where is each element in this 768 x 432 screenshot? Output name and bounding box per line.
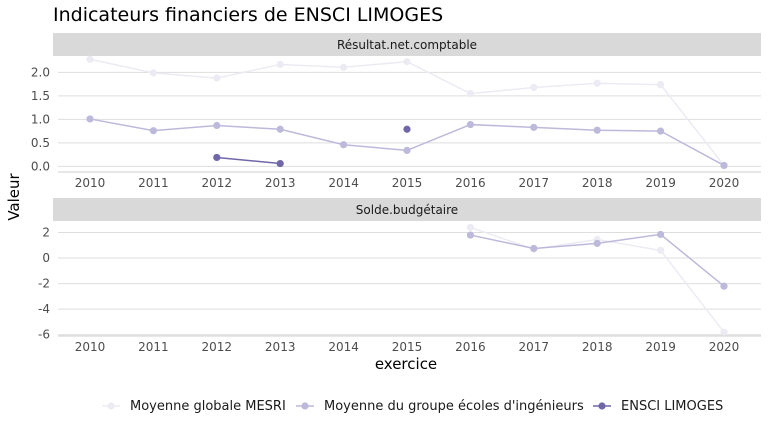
- x-tick-label: 2019: [645, 340, 676, 354]
- legend-label: Moyenne du groupe écoles d'ingénieurs: [324, 399, 584, 414]
- data-point-moyenne-du-groupe-ecoles-d-ingenieurs: [466, 231, 474, 239]
- y-tick-label: 0.0: [31, 159, 50, 173]
- y-tick-label: -2: [38, 277, 50, 291]
- legend-swatch-point: [107, 402, 115, 410]
- y-tick-label: 2: [42, 226, 50, 240]
- x-tick-label: 2016: [455, 176, 486, 190]
- legend-swatch-point: [301, 402, 309, 410]
- panel-2-strip-label: Solde.budgétaire: [356, 203, 458, 217]
- data-point-moyenne-globale-mesri: [657, 246, 665, 254]
- x-tick-label: 2014: [328, 340, 359, 354]
- data-point-moyenne-du-groupe-ecoles-d-ingenieurs: [593, 126, 601, 134]
- panel-1-strip: [53, 33, 761, 56]
- data-point-moyenne-du-groupe-ecoles-d-ingenieurs: [720, 161, 728, 170]
- data-point-moyenne-globale-mesri: [466, 223, 474, 231]
- x-tick-label: 2020: [709, 176, 740, 190]
- x-tick-label: 2010: [75, 340, 106, 354]
- panel-1-x-tick-labels: 2010 2011 2012 2013 2014 2015 2016 2017 2018 2019…: [75, 176, 740, 190]
- data-point-moyenne-du-groupe-ecoles-d-ingenieurs: [466, 120, 474, 129]
- legend-item-moyenne-du-groupe-ecoles-d-ingenieurs: Moyenne du groupe écoles d'ingénieurs: [296, 399, 584, 414]
- x-tick-label: 2013: [265, 340, 296, 354]
- legend-swatch-point: [598, 402, 606, 410]
- y-tick-label: 0.5: [31, 136, 50, 150]
- x-tick-label: 2015: [392, 340, 423, 354]
- x-tick-label: 2014: [328, 176, 359, 190]
- x-axis-title: exercice: [375, 355, 437, 373]
- panel-1-strip-label: Résultat.net.comptable: [337, 38, 477, 52]
- data-point-moyenne-globale-mesri: [149, 69, 157, 77]
- data-point-moyenne-globale-mesri: [530, 83, 538, 92]
- data-point-moyenne-du-groupe-ecoles-d-ingenieurs: [403, 146, 411, 154]
- x-tick-label: 2018: [582, 340, 613, 354]
- data-point-moyenne-globale-mesri: [86, 55, 94, 63]
- panel-1-marks: [86, 55, 728, 170]
- data-point-moyenne-globale-mesri: [466, 89, 474, 98]
- panel-2-x-tick-labels: 2010 2011 2012 2013 2014 2015 2016 2017 2018 2019…: [75, 340, 740, 354]
- panel-1: Résultat.net.comptable 0.0 0.5 1.0 1.5 2.0 2…: [31, 33, 761, 190]
- x-tick-label: 2015: [392, 176, 423, 190]
- data-point-moyenne-du-groupe-ecoles-d-ingenieurs: [530, 123, 538, 131]
- x-tick-label: 2017: [519, 176, 550, 190]
- y-tick-label: 0: [42, 251, 50, 265]
- data-point-ensci-limoges: [276, 159, 284, 168]
- x-tick-label: 2019: [645, 176, 676, 190]
- x-tick-label: 2013: [265, 176, 296, 190]
- y-tick-label: -4: [38, 302, 50, 316]
- chart-title: Indicateurs financiers de ENSCI LIMOGES: [53, 4, 443, 26]
- data-point-moyenne-globale-mesri: [720, 328, 728, 336]
- data-point-moyenne-globale-mesri: [213, 74, 221, 82]
- x-tick-label: 2016: [455, 340, 486, 354]
- y-tick-label: -6: [38, 328, 50, 342]
- data-point-moyenne-du-groupe-ecoles-d-ingenieurs: [276, 125, 284, 133]
- x-tick-label: 2010: [75, 176, 106, 190]
- y-tick-label: 1.0: [31, 112, 50, 126]
- data-point-moyenne-globale-mesri: [276, 60, 284, 69]
- y-axis-title: Valeur: [5, 172, 23, 220]
- data-point-moyenne-du-groupe-ecoles-d-ingenieurs: [593, 239, 601, 247]
- x-tick-label: 2012: [202, 176, 233, 190]
- data-point-moyenne-globale-mesri: [657, 81, 665, 89]
- legend-label: ENSCI LIMOGES: [621, 399, 723, 414]
- legend-item-ensci-limoges: ENSCI LIMOGES: [593, 399, 723, 414]
- panel-2-strip: [53, 198, 761, 221]
- x-tick-label: 2011: [138, 340, 169, 354]
- data-point-moyenne-du-groupe-ecoles-d-ingenieurs: [720, 282, 728, 290]
- data-point-moyenne-du-groupe-ecoles-d-ingenieurs: [86, 115, 94, 123]
- x-tick-label: 2017: [519, 340, 550, 354]
- series-line-ensci-limoges: [216, 156, 281, 165]
- data-point-moyenne-du-groupe-ecoles-d-ingenieurs: [149, 127, 157, 135]
- panel-1-y-tick-labels: 0.0 0.5 1.0 1.5 2.0: [31, 65, 50, 173]
- data-point-moyenne-du-groupe-ecoles-d-ingenieurs: [530, 244, 538, 253]
- data-point-ensci-limoges: [213, 153, 221, 162]
- panel-1-grid: [58, 71, 761, 173]
- x-tick-label: 2018: [582, 176, 613, 190]
- y-tick-label: 1.5: [31, 89, 50, 103]
- x-tick-label: 2020: [709, 340, 740, 354]
- y-tick-label: 2.0: [31, 65, 50, 79]
- data-point-moyenne-globale-mesri: [340, 63, 348, 71]
- legend-item-moyenne-globale-mesri: Moyenne globale MESRI: [102, 399, 286, 414]
- data-point-moyenne-du-groupe-ecoles-d-ingenieurs: [657, 230, 665, 239]
- x-tick-label: 2011: [138, 176, 169, 190]
- panel-2-marks: [466, 223, 728, 336]
- data-point-moyenne-globale-mesri: [403, 58, 411, 66]
- data-point-moyenne-du-groupe-ecoles-d-ingenieurs: [213, 121, 221, 130]
- data-point-moyenne-du-groupe-ecoles-d-ingenieurs: [340, 141, 348, 149]
- panel-2: Solde.budgétaire 20-2-4-6 2010 2011 2012 20…: [38, 198, 761, 354]
- panel-2-y-tick-labels: 2 0 -2 -4 -6: [38, 226, 50, 342]
- data-point-ensci-limoges: [403, 125, 411, 133]
- legend: Moyenne globale MESRI Moyenne du groupe é…: [102, 399, 723, 414]
- data-point-moyenne-du-groupe-ecoles-d-ingenieurs: [657, 127, 665, 135]
- data-point-moyenne-globale-mesri: [593, 79, 601, 87]
- panel-2-grid: [58, 232, 761, 337]
- x-tick-label: 2012: [202, 340, 233, 354]
- legend-label: Moyenne globale MESRI: [130, 399, 286, 414]
